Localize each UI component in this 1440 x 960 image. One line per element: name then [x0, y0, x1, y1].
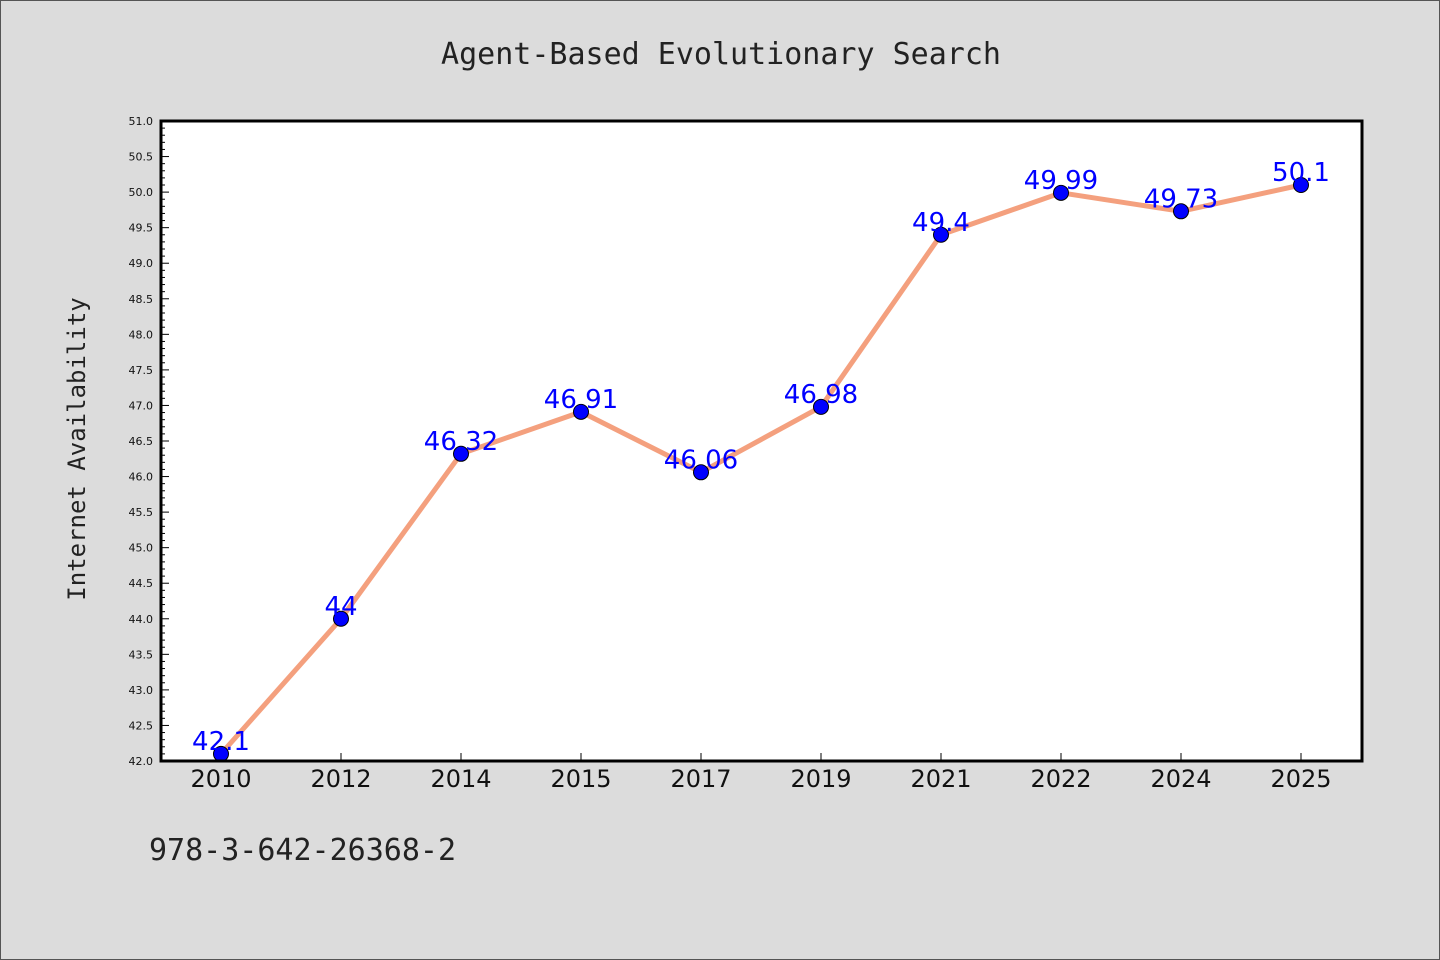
y-axis-label: Internet Availability: [63, 297, 91, 600]
data-markers: [213, 177, 1309, 762]
y-tick-label: 46.5: [129, 435, 154, 448]
data-labels: 42.1 44 46.32 46.91 46.06 46.98 49.4 49.99 49.73…: [192, 158, 1330, 757]
y-tick-label: 42.5: [129, 719, 154, 732]
data-point-marker: [333, 610, 349, 627]
y-tick-label: 43.5: [129, 648, 154, 661]
data-label: 46.06: [664, 445, 738, 475]
x-tick-label: 2024: [1150, 765, 1211, 793]
data-label: 42.1: [192, 727, 250, 757]
data-label: 49.73: [1144, 184, 1218, 214]
y-tick-label: 46.0: [129, 471, 154, 484]
data-point-marker: [573, 403, 589, 420]
x-tick-label: 2025: [1270, 765, 1331, 793]
data-label: 46.32: [424, 427, 498, 457]
y-tick-label: 44.5: [129, 577, 154, 590]
data-point-marker: [1173, 203, 1189, 220]
y-tick-label: 49.0: [129, 257, 154, 270]
y-tick-label: 47.0: [129, 399, 154, 412]
data-point-marker: [693, 464, 709, 481]
chart-title: Agent-Based Evolutionary Search: [441, 37, 1001, 72]
x-tick-label: 2019: [790, 765, 851, 793]
y-tick-label: 47.5: [129, 364, 154, 377]
x-tick-label: 2022: [1030, 765, 1091, 793]
y-tick-label: 49.5: [129, 222, 154, 235]
y-tick-label: 48.5: [129, 293, 154, 306]
y-tick-label: 45.5: [129, 506, 154, 519]
data-label: 50.1: [1272, 158, 1330, 188]
x-tick-label: 2012: [310, 765, 371, 793]
data-point-marker: [813, 398, 829, 415]
y-tick-label: 50.0: [129, 186, 154, 199]
y-tick-label: 42.0: [129, 755, 154, 768]
data-label: 49.99: [1024, 166, 1098, 196]
x-tick-label: 2021: [910, 765, 971, 793]
y-tick-label: 43.0: [129, 684, 154, 697]
x-tick-label: 2010: [190, 765, 251, 793]
data-point-marker: [933, 226, 949, 243]
series-line: [218, 182, 1304, 757]
data-point-marker: [1293, 177, 1309, 193]
x-tick-label: 2017: [670, 765, 731, 793]
data-label: 44: [324, 592, 357, 622]
y-tick-label: 45.0: [129, 542, 154, 555]
footnote-isbn: 978-3-642-26368-2: [149, 833, 457, 868]
data-label: 46.91: [544, 385, 618, 415]
y-tick-label: 50.5: [129, 151, 154, 164]
data-label: 49.4: [912, 208, 970, 238]
y-tick-label: 44.0: [129, 613, 154, 626]
x-tick-label: 2014: [430, 765, 491, 793]
data-label: 46.98: [784, 380, 858, 410]
data-point-marker: [453, 445, 469, 462]
y-tick-label: 48.0: [129, 328, 154, 341]
x-tick-label: 2015: [550, 765, 611, 793]
y-tick-label: 51.0: [129, 115, 154, 128]
plot-frame: [159, 119, 1364, 763]
data-point-marker: [1053, 184, 1069, 201]
